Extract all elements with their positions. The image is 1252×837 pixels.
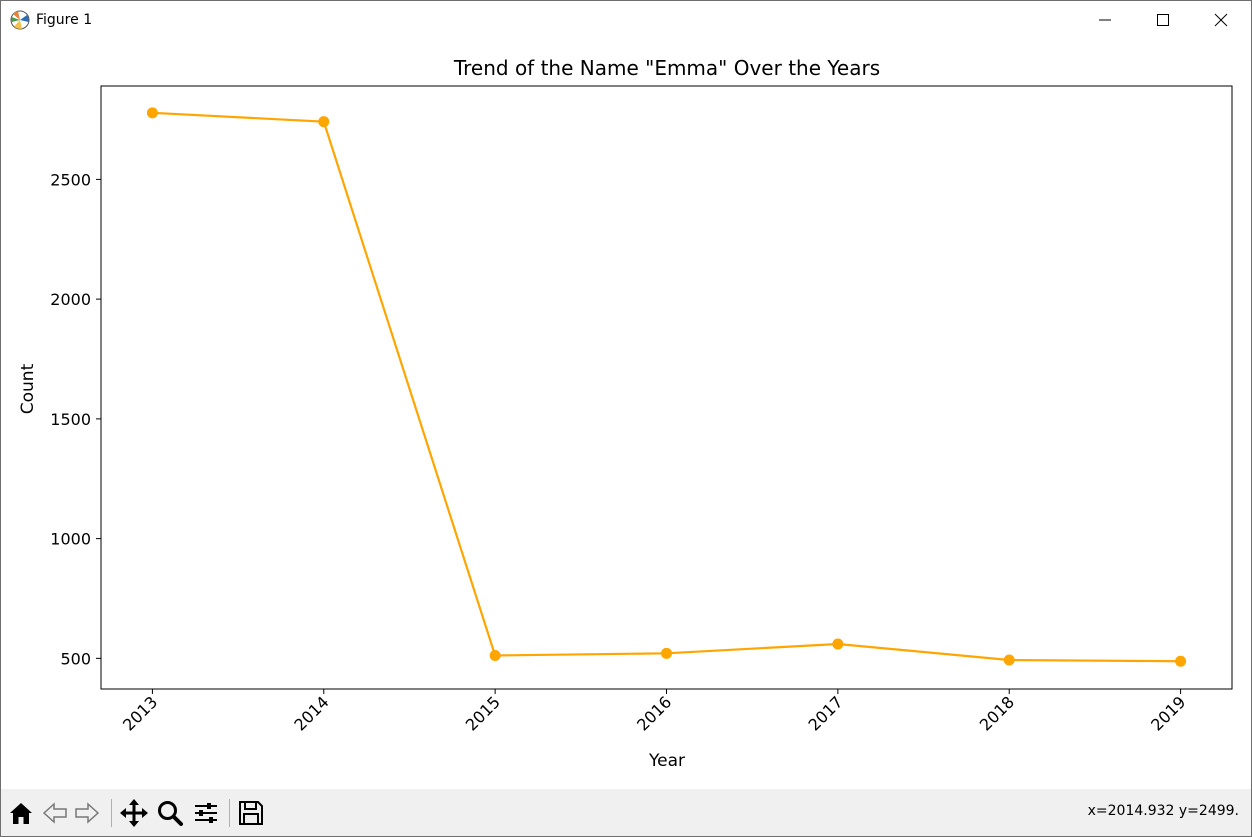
x-tick-label: 2014 <box>290 692 332 734</box>
configure-subplots-icon <box>195 803 217 823</box>
x-tick-label: 2018 <box>976 692 1018 734</box>
axes-frame <box>100 85 1233 690</box>
line-chart: Trend of the Name "Emma" Over the Years … <box>18 56 1233 771</box>
pan-icon <box>120 799 148 827</box>
x-tick-label: 2013 <box>119 692 161 734</box>
data-point <box>146 107 158 119</box>
x-axis: 2013 2014 2015 2016 2017 2018 2019 <box>119 689 1189 735</box>
zoom-icon <box>158 801 183 826</box>
forward-icon <box>75 802 100 824</box>
pan-button[interactable] <box>118 797 150 829</box>
series-line <box>152 111 1181 663</box>
window-title: Figure 1 <box>36 12 93 28</box>
chart-title: Trend of the Name "Emma" Over the Years <box>453 56 880 80</box>
home-button[interactable] <box>5 797 37 829</box>
minimize-icon <box>1099 19 1111 21</box>
y-tick-label: 2000 <box>50 290 91 309</box>
minimize-button[interactable] <box>1076 1 1134 39</box>
save-button[interactable] <box>235 797 267 829</box>
x-tick-label: 2017 <box>804 692 846 734</box>
x-tick-label: 2019 <box>1147 692 1189 734</box>
back-icon <box>42 802 67 824</box>
configure-subplots-button[interactable] <box>190 797 222 829</box>
y-axis-label: Count <box>18 363 38 414</box>
matplotlib-icon <box>10 10 30 30</box>
close-icon <box>1214 13 1228 27</box>
y-axis: 500 1000 1500 2000 2500 <box>50 170 101 668</box>
x-axis-label: Year <box>648 751 685 771</box>
cursor-coordinates: x=2014.932 y=2499. <box>1087 803 1239 819</box>
zoom-button[interactable] <box>154 797 186 829</box>
x-tick-label: 2015 <box>462 692 504 734</box>
data-point <box>661 647 672 659</box>
data-point <box>318 116 330 128</box>
data-point <box>1003 654 1015 666</box>
close-button[interactable] <box>1192 1 1250 39</box>
navigation-toolbar: x=2014.932 y=2499. <box>1 789 1251 836</box>
save-icon <box>239 801 263 825</box>
back-button[interactable] <box>39 797 71 829</box>
data-point <box>489 649 501 661</box>
toolbar-separator <box>111 799 112 827</box>
y-tick-label: 2500 <box>50 170 91 189</box>
series-group <box>146 107 1187 667</box>
forward-button[interactable] <box>71 797 103 829</box>
x-tick-label: 2016 <box>633 692 675 734</box>
maximize-button[interactable] <box>1134 1 1192 39</box>
y-tick-label: 1000 <box>50 530 91 549</box>
title-bar: Figure 1 <box>1 1 1251 39</box>
home-icon <box>10 803 32 824</box>
plot-area[interactable]: Trend of the Name "Emma" Over the Years … <box>1 39 1251 787</box>
data-point <box>1175 655 1187 667</box>
maximize-icon <box>1157 14 1169 26</box>
toolbar-separator <box>229 799 230 827</box>
data-point <box>832 638 844 650</box>
y-tick-label: 1500 <box>50 410 91 429</box>
y-tick-label: 500 <box>60 649 91 668</box>
